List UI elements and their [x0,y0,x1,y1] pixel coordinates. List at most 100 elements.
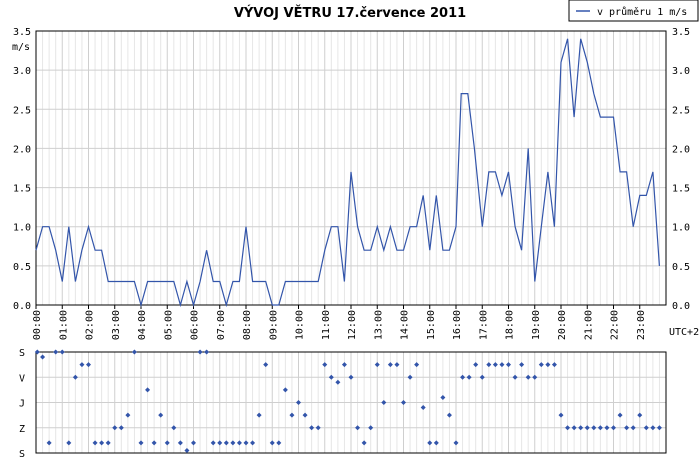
direction-point [643,425,649,431]
direction-point [650,425,656,431]
direction-point [217,440,223,446]
x-tick-label: 14:00 [400,310,411,340]
direction-point [131,349,137,355]
x-tick-label: 01:00 [58,310,69,340]
x-tick-label: 07:00 [216,310,227,340]
direction-point [624,425,630,431]
direction-point [473,362,479,368]
direction-point [374,362,380,368]
direction-point [355,425,361,431]
direction-y-tick-label: S [19,348,25,359]
direction-point [256,412,262,418]
speed-y-tick-label-right: 3.0 [672,66,690,77]
direction-point [381,400,387,405]
direction-y-tick-label: J [19,399,25,410]
direction-point [92,440,98,446]
legend: v průměru 1 m/s [568,0,699,22]
speed-y-tick-label: 1.0 [13,223,31,234]
direction-point [525,374,531,380]
direction-point [466,374,472,380]
direction-point [236,440,242,446]
direction-point [335,379,341,385]
direction-point [545,362,551,368]
direction-point [243,440,249,446]
direction-point [66,440,72,446]
speed-y-tick-label-right: 1.5 [672,184,690,195]
speed-y-tick-label: 0.5 [13,262,31,273]
direction-point [184,447,190,453]
direction-point [263,362,269,368]
direction-point [387,362,393,368]
x-tick-label: 18:00 [505,310,516,340]
direction-point [197,349,203,355]
direction-point [118,425,124,431]
direction-point [604,425,610,431]
direction-point [276,440,282,446]
speed-y-tick-label-right: 2.5 [672,105,690,116]
direction-point [282,387,288,393]
speed-y-tick-label-right: 2.0 [672,144,690,155]
speed-y-tick-label-right: 1.0 [672,223,690,234]
direction-point [341,362,347,368]
direction-point [40,354,46,360]
direction-point [112,425,118,431]
speed-y-tick-label: 0.0 [13,301,31,312]
direction-point [492,362,498,368]
direction-point [460,374,466,380]
direction-point [565,425,571,431]
direction-point [348,374,354,380]
x-tick-label: 19:00 [531,310,542,340]
direction-point [617,412,623,418]
direction-point [571,425,577,431]
y-axis-unit-label: m/s [12,42,30,53]
direction-point [230,440,236,446]
direction-point [315,425,321,431]
speed-y-tick-label-right: 0.0 [672,301,690,312]
direction-point [34,349,40,355]
direction-point [105,440,111,446]
direction-plot-frame [35,351,667,454]
x-tick-label: 16:00 [452,310,463,340]
direction-point [46,440,52,446]
direction-point [151,440,157,446]
legend-box [568,0,699,22]
x-tick-label: 23:00 [636,310,647,340]
direction-point [486,362,492,368]
direction-point [578,425,584,431]
direction-point [289,412,295,418]
direction-point [394,362,400,368]
chart-title: VÝVOJ VĚTRU 17.července 2011 [234,5,466,21]
direction-point [512,374,518,380]
x-tick-label: 10:00 [295,310,306,340]
x-tick-label: 04:00 [137,310,148,340]
direction-point [223,440,229,446]
speed-y-tick-label: 2.5 [13,105,31,116]
x-tick-label: 22:00 [610,310,621,340]
x-tick-label: 03:00 [111,310,122,340]
direction-point [79,362,85,368]
x-tick-label: 06:00 [190,310,201,340]
direction-point [328,374,334,380]
x-tick-label: 09:00 [268,310,279,340]
speed-y-ticks-left: 0.0 0.5 1.0 1.5 2.0 2.5 3.0 3.5 [13,27,31,312]
direction-point [558,412,564,418]
direction-point [210,440,216,446]
x-tick-label: 20:00 [557,310,568,340]
direction-series [34,349,662,453]
speed-series-line [35,38,660,308]
direction-point [407,374,413,380]
direction-y-tick-label: S [19,449,25,460]
direction-point [368,425,374,431]
direction-point [532,374,538,380]
direction-point [656,425,662,431]
direction-point [479,374,485,380]
x-tick-label: 08:00 [242,310,253,340]
speed-y-tick-label-right: 0.5 [672,262,690,273]
speed-y-tick-label: 3.5 [13,27,31,38]
direction-point [302,412,308,418]
x-tick-label: 00:00 [32,310,43,340]
x-time-ticks: 00:00 01:00 02:00 03:00 04:00 05:00 06:00 07:00… [32,305,647,340]
direction-point [125,412,131,418]
direction-point [204,349,210,355]
